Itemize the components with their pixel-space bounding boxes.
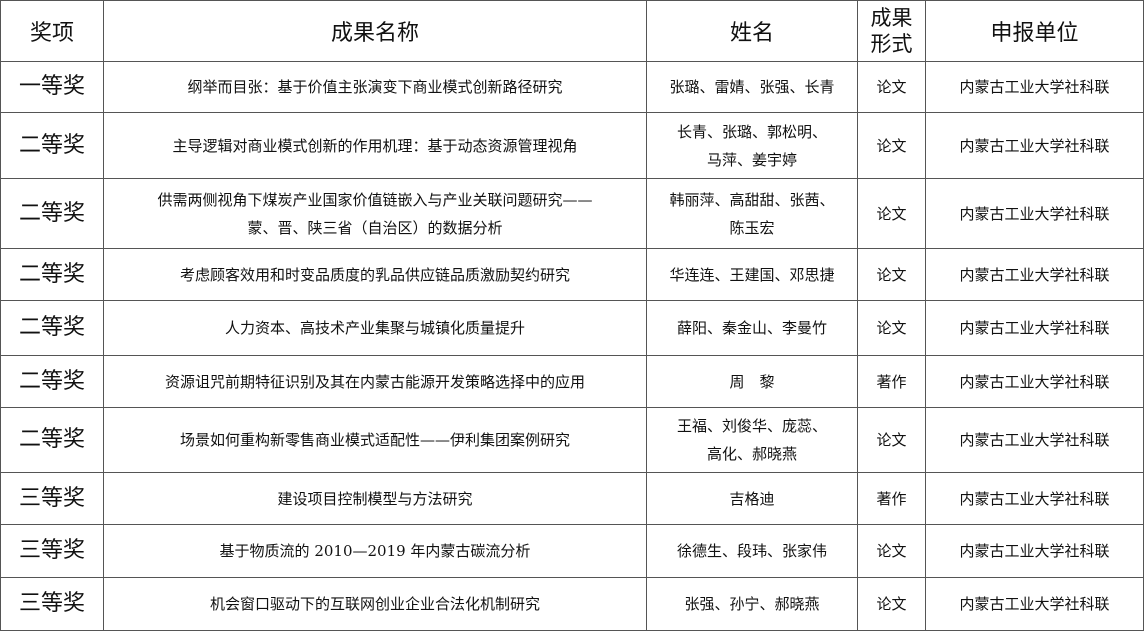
cell-unit: 内蒙古工业大学社科联 [925,407,1144,473]
table-row: 一等奖 纲举而目张：基于价值主张演变下商业模式创新路径研究 张璐、雷婧、张强、长青论… [0,61,1144,113]
cell-form: 论文 [857,112,926,179]
table-row: 二等奖 人力资本、高技术产业集聚与城镇化质量提升 薛阳、秦金山、李曼竹 论文 内蒙古工业… [0,300,1144,356]
cell-award: 三等奖 [0,524,104,578]
cell-unit: 内蒙古工业大学社科联 [925,577,1144,631]
cell-award: 二等奖 [0,178,104,249]
cell-form: 论文 [857,300,926,356]
cell-unit: 内蒙古工业大学社科联 [925,248,1144,301]
cell-names: 韩丽萍、高甜甜、张茜、 陈玉宏 [646,178,858,249]
cell-title: 场景如何重构新零售商业模式适配性——伊利集团案例研究 [103,407,647,473]
cell-names: 吉格迪 [646,472,858,525]
cell-title: 人力资本、高技术产业集聚与城镇化质量提升 [103,300,647,356]
table-row: 二等奖 场景如何重构新零售商业模式适配性——伊利集团案例研究 王福、刘俊华、庞蕊、高… [0,407,1144,473]
table-row: 二等奖 供需两侧视角下煤炭产业国家价值链嵌入与产业关联问题研究—— 蒙、晋、陕三省（… [0,178,1144,249]
cell-unit: 内蒙古工业大学社科联 [925,178,1144,249]
cell-form: 论文 [857,61,926,113]
cell-unit: 内蒙古工业大学社科联 [925,112,1144,179]
cell-unit: 内蒙古工业大学社科联 [925,524,1144,578]
cell-title: 纲举而目张：基于价值主张演变下商业模式创新路径研究 [103,61,647,113]
cell-title: 建设项目控制模型与方法研究 [103,472,647,525]
header-form: 成果 形式 [857,0,926,62]
cell-award: 三等奖 [0,577,104,631]
cell-names: 华连连、王建国、邓思捷 [646,248,858,301]
cell-award: 一等奖 [0,61,104,113]
table-row: 二等奖 考虑顾客效用和时变品质度的乳品供应链品质激励契约研究 华连连、王建国、邓思捷… [0,248,1144,301]
cell-names: 长青、张璐、郭松明、 马萍、姜宇婷 [646,112,858,179]
cell-unit: 内蒙古工业大学社科联 [925,355,1144,408]
cell-award: 二等奖 [0,300,104,356]
table-row: 二等奖 主导逻辑对商业模式创新的作用机理：基于动态资源管理视角 长青、张璐、郭松明、… [0,112,1144,179]
header-title: 成果名称 [103,0,647,62]
table-row: 三等奖 基于物质流的 2010—2019 年内蒙古碳流分析 徐德生、段玮、张家伟 论文… [0,524,1144,578]
cell-title: 主导逻辑对商业模式创新的作用机理：基于动态资源管理视角 [103,112,647,179]
cell-names: 徐德生、段玮、张家伟 [646,524,858,578]
cell-award: 三等奖 [0,472,104,525]
cell-names: 薛阳、秦金山、李曼竹 [646,300,858,356]
cell-unit: 内蒙古工业大学社科联 [925,300,1144,356]
cell-title: 基于物质流的 2010—2019 年内蒙古碳流分析 [103,524,647,578]
cell-form: 论文 [857,178,926,249]
cell-title: 供需两侧视角下煤炭产业国家价值链嵌入与产业关联问题研究—— 蒙、晋、陕三省（自治区… [103,178,647,249]
cell-form: 著作 [857,355,926,408]
header-unit: 申报单位 [925,0,1144,62]
header-form-line1: 成果 [870,6,913,30]
cell-award: 二等奖 [0,112,104,179]
cell-award: 二等奖 [0,407,104,473]
cell-form: 论文 [857,524,926,578]
table-row: 二等奖 资源诅咒前期特征识别及其在内蒙古能源开发策略选择中的应用周 黎著作 内蒙古工… [0,355,1144,408]
cell-names: 王福、刘俊华、庞蕊、 高化、郝晓燕 [646,407,858,473]
cell-award: 二等奖 [0,355,104,408]
cell-title: 资源诅咒前期特征识别及其在内蒙古能源开发策略选择中的应用 [103,355,647,408]
cell-form: 论文 [857,407,926,473]
cell-title: 机会窗口驱动下的互联网创业企业合法化机制研究 [103,577,647,631]
cell-form: 论文 [857,577,926,631]
header-names: 姓名 [646,0,858,62]
cell-unit: 内蒙古工业大学社科联 [925,472,1144,525]
cell-title: 考虑顾客效用和时变品质度的乳品供应链品质激励契约研究 [103,248,647,301]
cell-names: 周 黎 [646,355,858,408]
cell-form: 论文 [857,248,926,301]
cell-unit: 内蒙古工业大学社科联 [925,61,1144,113]
cell-form: 著作 [857,472,926,525]
header-row: 奖项 成果名称 姓名 成果 形式 申报单位 [0,0,1144,62]
table-row: 三等奖 建设项目控制模型与方法研究 吉格迪 著作 内蒙古工业大学社科联 [0,472,1144,525]
cell-award: 二等奖 [0,248,104,301]
header-form-line2: 形式 [870,32,913,56]
cell-names: 张强、孙宁、郝晓燕 [646,577,858,631]
header-award: 奖项 [0,0,104,62]
cell-names: 张璐、雷婧、张强、长青 [646,61,858,113]
table-row: 三等奖 机会窗口驱动下的互联网创业企业合法化机制研究 张强、孙宁、郝晓燕 论文 内蒙古工… [0,577,1144,631]
